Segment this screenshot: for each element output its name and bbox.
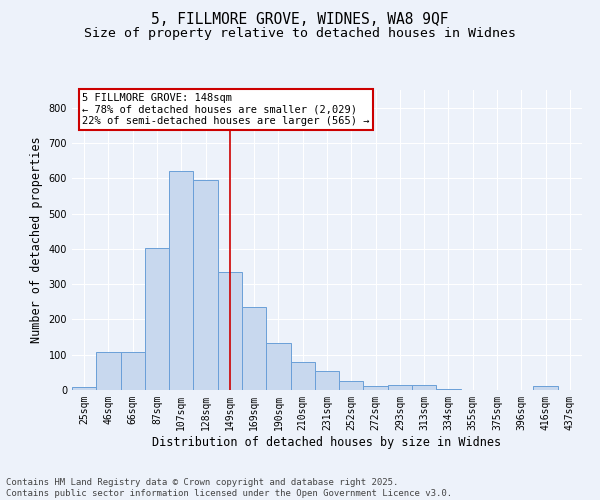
Bar: [242, 307, 266, 390]
Bar: [193, 180, 218, 390]
Bar: [266, 343, 290, 390]
Bar: [533, 386, 558, 390]
Y-axis label: Number of detached properties: Number of detached properties: [30, 136, 43, 344]
Text: 5 FILLMORE GROVE: 148sqm
← 78% of detached houses are smaller (2,029)
22% of sem: 5 FILLMORE GROVE: 148sqm ← 78% of detach…: [82, 93, 370, 126]
Bar: [121, 352, 145, 390]
Text: Size of property relative to detached houses in Widnes: Size of property relative to detached ho…: [84, 28, 516, 40]
Bar: [145, 248, 169, 390]
Bar: [169, 171, 193, 390]
Bar: [72, 387, 96, 390]
Bar: [388, 385, 412, 390]
Bar: [315, 372, 339, 390]
Bar: [339, 381, 364, 390]
Bar: [290, 362, 315, 390]
Text: Contains HM Land Registry data © Crown copyright and database right 2025.
Contai: Contains HM Land Registry data © Crown c…: [6, 478, 452, 498]
Bar: [412, 385, 436, 390]
Bar: [364, 386, 388, 390]
Text: 5, FILLMORE GROVE, WIDNES, WA8 9QF: 5, FILLMORE GROVE, WIDNES, WA8 9QF: [151, 12, 449, 28]
Bar: [218, 272, 242, 390]
Bar: [436, 389, 461, 390]
X-axis label: Distribution of detached houses by size in Widnes: Distribution of detached houses by size …: [152, 436, 502, 448]
Bar: [96, 352, 121, 390]
